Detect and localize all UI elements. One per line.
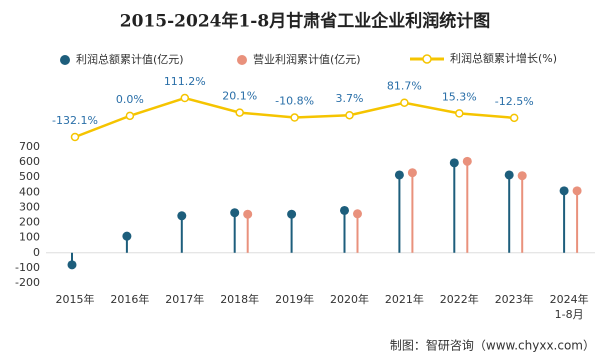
- y-tick-label: 400: [19, 185, 40, 198]
- data-label: 15.3%: [442, 90, 477, 103]
- dot: [517, 171, 527, 181]
- dot: [353, 209, 362, 219]
- data-label: 3.7%: [336, 92, 364, 105]
- y-tick-label: 600: [19, 155, 40, 168]
- y-tick-label: 200: [19, 216, 40, 229]
- legend-label: 营业利润累计值(亿元): [253, 52, 361, 66]
- x-tick-label: 2017年: [165, 293, 205, 306]
- legend-marker: [422, 54, 432, 64]
- y-tick-label: 500: [19, 170, 40, 183]
- dot: [449, 158, 459, 168]
- growth-marker: [125, 111, 135, 121]
- growth-marker: [235, 108, 244, 117]
- growth-marker: [455, 109, 464, 118]
- legend-marker: [237, 55, 247, 65]
- data-label: -132.1%: [52, 114, 98, 127]
- dot: [67, 260, 77, 270]
- dot: [572, 186, 582, 196]
- data-label: -12.5%: [495, 95, 534, 108]
- data-label: 0.0%: [116, 93, 144, 106]
- dot: [122, 231, 132, 241]
- data-label: 20.1%: [222, 90, 257, 103]
- growth-marker: [400, 98, 409, 107]
- dot: [462, 156, 472, 166]
- x-tick-label: 2024年1-8月: [549, 293, 589, 321]
- y-tick-label: 0: [33, 246, 40, 259]
- dot: [340, 205, 349, 215]
- x-tick-label: 2022年: [439, 293, 479, 306]
- x-tick-label: 2018年: [220, 293, 260, 306]
- data-label: -10.8%: [275, 95, 314, 108]
- growth-marker: [345, 110, 354, 120]
- dot: [559, 186, 569, 196]
- y-tick-label: 300: [19, 200, 40, 213]
- growth-marker: [509, 113, 519, 123]
- growth-marker: [70, 132, 80, 142]
- growth-marker: [180, 93, 190, 103]
- y-tick-label: -100: [15, 261, 40, 274]
- chart-title: 2015-2024年1-8月甘肃省工业企业利润统计图: [120, 11, 490, 32]
- data-label: 111.2%: [164, 75, 206, 88]
- legend-label: 利润总额累计增长(%): [450, 51, 557, 65]
- y-tick-label: 700: [19, 140, 40, 153]
- dot: [394, 170, 404, 180]
- dot: [407, 168, 417, 178]
- dot: [230, 208, 240, 218]
- dot: [504, 170, 514, 180]
- x-tick-label: 2020年: [330, 293, 369, 306]
- x-tick-label: 2019年: [275, 293, 315, 306]
- x-tick-label: 2015年: [55, 293, 95, 306]
- y-tick-label: -200: [15, 276, 40, 289]
- legend-marker: [60, 55, 70, 65]
- x-tick-label: 2023年: [494, 293, 534, 306]
- growth-marker: [290, 113, 299, 122]
- x-tick-label: 2021年: [384, 293, 424, 306]
- dot: [177, 211, 187, 221]
- source: 制图：智研咨询（www.chyxx.com）: [390, 338, 595, 353]
- dot: [243, 209, 253, 219]
- x-tick-label: 2016年: [110, 293, 150, 306]
- y-tick-label: 100: [19, 231, 40, 244]
- legend-label: 利润总额累计值(亿元): [76, 52, 184, 66]
- data-label: 81.7%: [387, 80, 422, 93]
- dot: [287, 209, 297, 219]
